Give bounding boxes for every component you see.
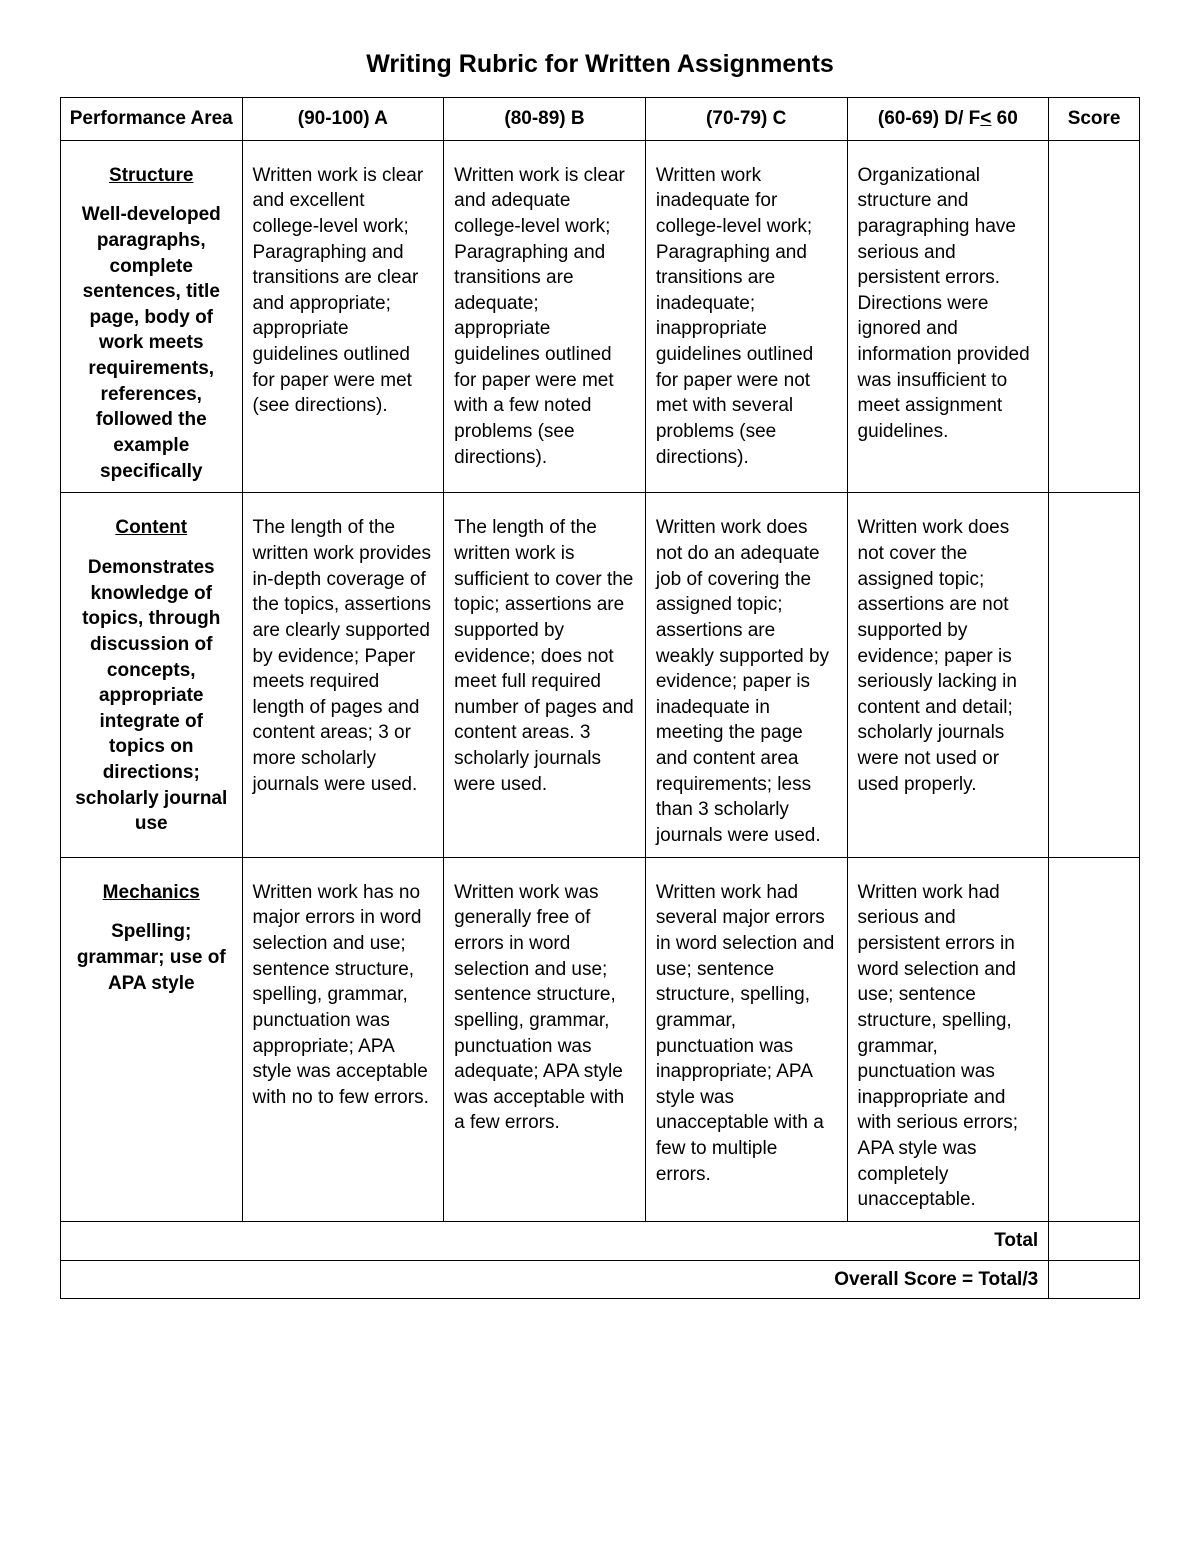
table-row: Mechanics Spelling; grammar; use of APA … [61, 857, 1140, 1221]
score-cell [1049, 140, 1140, 493]
cell-d: Organizational structure and paragraphin… [847, 140, 1049, 493]
cell-a: The length of the written work provides … [242, 493, 444, 857]
cell-d: Written work does not cover the assigned… [847, 493, 1049, 857]
col-header-c: (70-79) C [645, 98, 847, 141]
table-header-row: Performance Area (90-100) A (80-89) B (7… [61, 98, 1140, 141]
perf-area-desc: Demonstrates knowledge of topics, throug… [71, 555, 232, 837]
overall-score [1049, 1260, 1140, 1299]
col-header-a: (90-100) A [242, 98, 444, 141]
overall-label: Overall Score = Total/3 [61, 1260, 1049, 1299]
perf-area-title: Mechanics [71, 880, 232, 906]
table-row: Structure Well-developed paragraphs, com… [61, 140, 1140, 493]
col-header-b: (80-89) B [444, 98, 646, 141]
perf-area-cell: Structure Well-developed paragraphs, com… [61, 140, 243, 493]
total-score [1049, 1221, 1140, 1260]
perf-area-cell: Content Demonstrates knowledge of topics… [61, 493, 243, 857]
col-header-score: Score [1049, 98, 1140, 141]
cell-b: Written work was generally free of error… [444, 857, 646, 1221]
cell-c: Written work inadequate for college-leve… [645, 140, 847, 493]
cell-b: Written work is clear and adequate colle… [444, 140, 646, 493]
total-row: Total [61, 1221, 1140, 1260]
cell-b: The length of the written work is suffic… [444, 493, 646, 857]
rubric-table: Performance Area (90-100) A (80-89) B (7… [60, 97, 1140, 1299]
score-cell [1049, 493, 1140, 857]
perf-area-desc: Spelling; grammar; use of APA style [71, 919, 232, 996]
table-row: Content Demonstrates knowledge of topics… [61, 493, 1140, 857]
overall-row: Overall Score = Total/3 [61, 1260, 1140, 1299]
col-header-d: (60-69) D/ F< 60 [847, 98, 1049, 141]
cell-a: Written work is clear and excellent coll… [242, 140, 444, 493]
cell-d: Written work had serious and persistent … [847, 857, 1049, 1221]
perf-area-title: Structure [71, 163, 232, 189]
page-title: Writing Rubric for Written Assignments [60, 50, 1140, 79]
cell-a: Written work has no major errors in word… [242, 857, 444, 1221]
perf-area-cell: Mechanics Spelling; grammar; use of APA … [61, 857, 243, 1221]
perf-area-title: Content [71, 515, 232, 541]
score-cell [1049, 857, 1140, 1221]
col-header-area: Performance Area [61, 98, 243, 141]
total-label: Total [61, 1221, 1049, 1260]
cell-c: Written work had several major errors in… [645, 857, 847, 1221]
perf-area-desc: Well-developed paragraphs, complete sent… [71, 202, 232, 484]
cell-c: Written work does not do an adequate job… [645, 493, 847, 857]
